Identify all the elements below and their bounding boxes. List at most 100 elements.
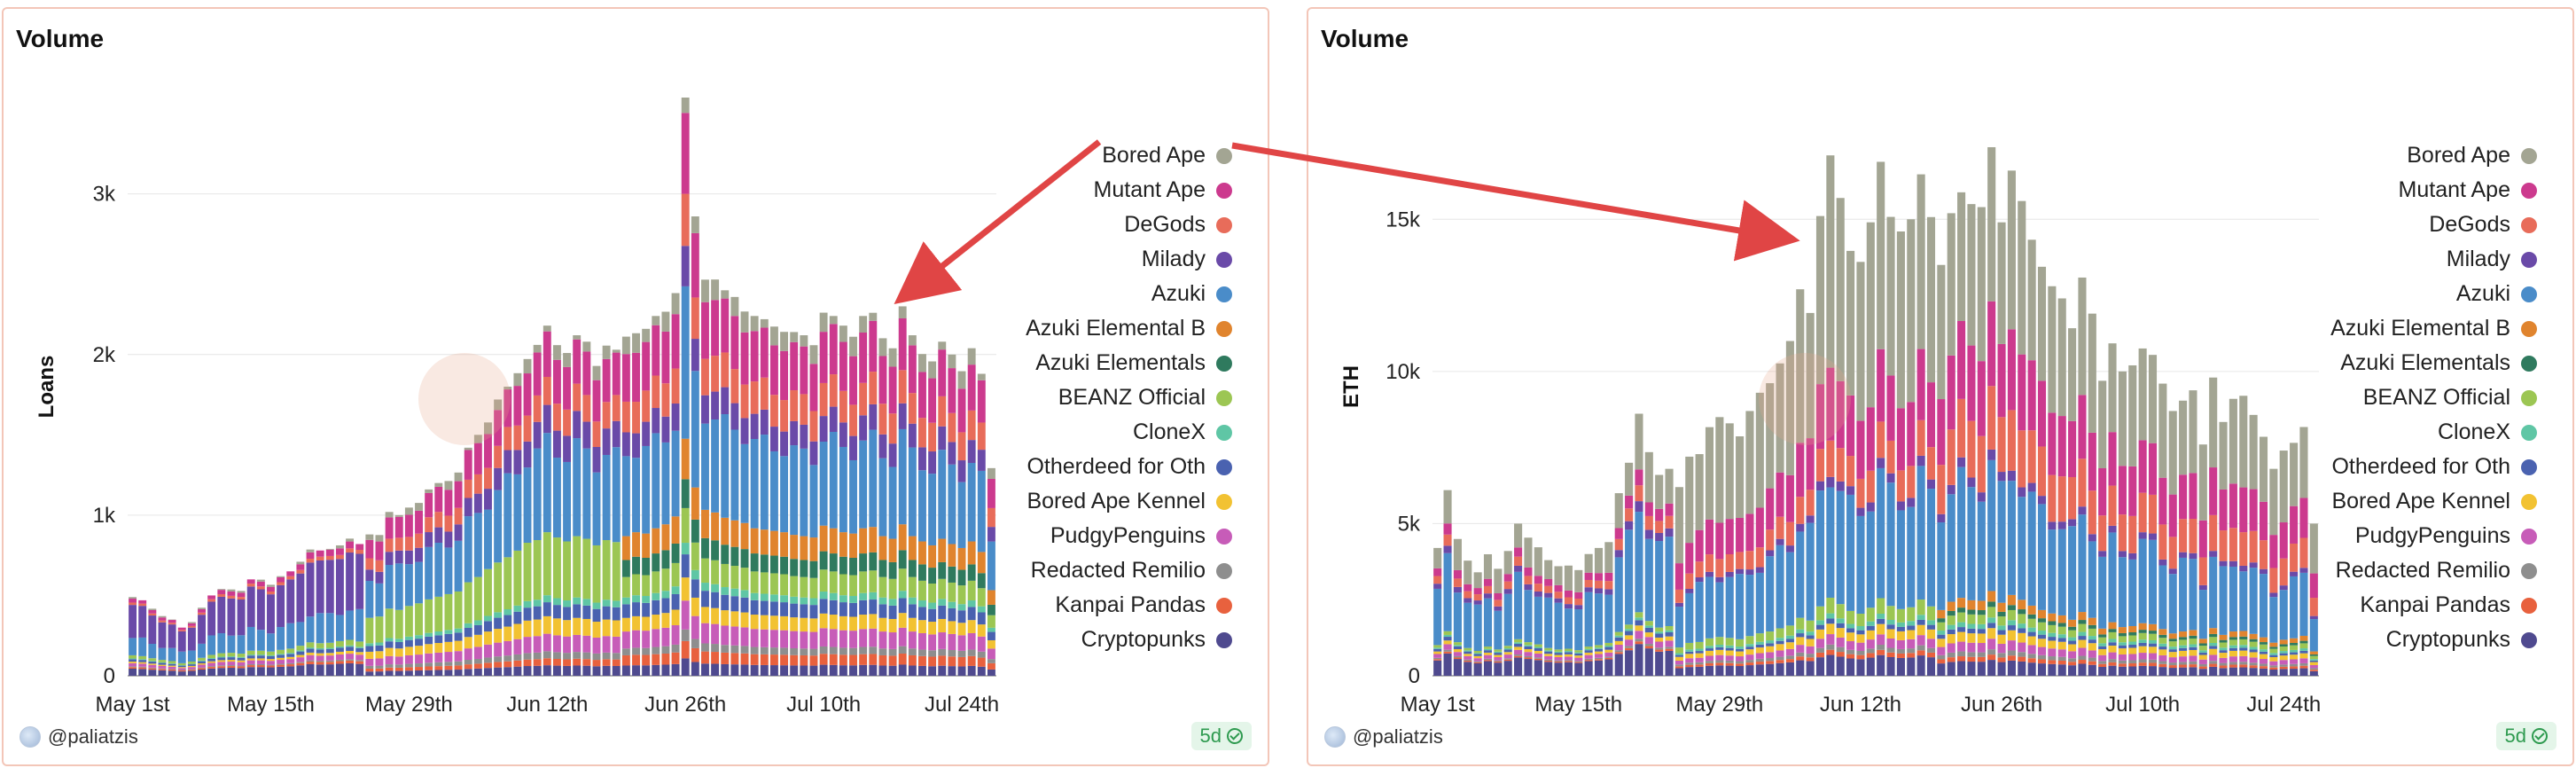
bar-segment-pudgypenguins[interactable] — [473, 647, 482, 659]
bar-segment-pudgypenguins[interactable] — [1957, 641, 1966, 652]
bar-segment-milady[interactable] — [375, 571, 384, 584]
bar-segment-otherdeed-for-oth[interactable] — [1625, 631, 1634, 636]
bar-segment-bored-ape[interactable] — [2048, 286, 2057, 413]
bar-segment-otherdeed-for-oth[interactable] — [2158, 647, 2167, 650]
bar-segment-pudgypenguins[interactable] — [621, 631, 630, 649]
bar-segment-azuki-elementals[interactable] — [819, 551, 828, 570]
bar-segment-milady[interactable] — [1635, 501, 1643, 513]
bar-segment-clonex[interactable] — [1584, 648, 1593, 651]
bar-segment-milady[interactable] — [316, 560, 324, 614]
bar-segment-bored-ape[interactable] — [1947, 213, 1955, 356]
bar-segment-azuki[interactable] — [2168, 574, 2177, 634]
bar-segment-redacted-remilio[interactable] — [306, 660, 315, 662]
bar-segment-otherdeed-for-oth[interactable] — [227, 657, 236, 661]
bar-segment-clonex[interactable] — [2148, 639, 2158, 644]
bar-segment-clonex[interactable] — [612, 600, 621, 607]
bar-segment-bored-ape-kennel[interactable] — [1524, 649, 1533, 653]
bar-segment-azuki[interactable] — [987, 541, 995, 591]
bar-segment-kanpai-pandas[interactable] — [1594, 659, 1604, 661]
bar-segment-redacted-remilio[interactable] — [809, 648, 818, 656]
bar-segment-clonex[interactable] — [780, 595, 789, 603]
bar-segment-redacted-remilio[interactable] — [335, 659, 344, 662]
bar-segment-degods[interactable] — [148, 613, 157, 616]
bar-segment-cryptopunks[interactable] — [701, 663, 709, 676]
bar-segment-azuki[interactable] — [148, 644, 157, 659]
bar-segment-kanpai-pandas[interactable] — [721, 652, 730, 664]
bar-segment-mutant-ape[interactable] — [790, 341, 799, 391]
bar-segment-pudgypenguins[interactable] — [750, 629, 759, 647]
bar-segment-degods[interactable] — [533, 395, 542, 422]
bar-segment-milady[interactable] — [1896, 501, 1905, 511]
bar-segment-bored-ape-kennel[interactable] — [928, 622, 937, 635]
bar-segment-degods[interactable] — [1997, 417, 2006, 473]
bar-segment-kanpai-pandas[interactable] — [1907, 653, 1916, 658]
bar-segment-beanz-official[interactable] — [2037, 622, 2047, 631]
bar-segment-cryptopunks[interactable] — [2057, 664, 2066, 676]
bar-segment-cryptopunks[interactable] — [1524, 659, 1533, 676]
bar-segment-pudgypenguins[interactable] — [2098, 654, 2107, 662]
bar-segment-degods[interactable] — [246, 584, 255, 587]
bar-segment-clonex[interactable] — [513, 605, 522, 612]
bar-segment-redacted-remilio[interactable] — [2189, 661, 2197, 665]
bar-segment-bored-ape-kennel[interactable] — [1644, 632, 1653, 638]
bar-segment-otherdeed-for-oth[interactable] — [760, 600, 769, 615]
bar-segment-redacted-remilio[interactable] — [2198, 663, 2207, 667]
bar-segment-clonex[interactable] — [681, 543, 690, 555]
bar-segment-mutant-ape[interactable] — [1937, 399, 1946, 466]
bar-segment-bored-ape-kennel[interactable] — [1836, 628, 1845, 638]
bar-segment-bored-ape[interactable] — [2259, 436, 2268, 502]
bar-segment-redacted-remilio[interactable] — [207, 666, 216, 668]
bar-segment-pudgypenguins[interactable] — [721, 625, 730, 646]
bar-segment-otherdeed-for-oth[interactable] — [543, 602, 551, 616]
bar-segment-otherdeed-for-oth[interactable] — [2048, 637, 2057, 641]
bar-segment-azuki-elementals[interactable] — [671, 543, 680, 563]
bar-segment-milady[interactable] — [138, 606, 147, 638]
bar-segment-beanz-official[interactable] — [494, 562, 503, 613]
bar-segment-pudgypenguins[interactable] — [1494, 657, 1503, 661]
bar-segment-clonex[interactable] — [375, 642, 384, 646]
bar-segment-beanz-official[interactable] — [1877, 598, 1885, 614]
bar-segment-clonex[interactable] — [1635, 617, 1643, 621]
bar-segment-pudgypenguins[interactable] — [2198, 659, 2207, 664]
bar-segment-beanz-official[interactable] — [1715, 637, 1724, 645]
bar-segment-pudgypenguins[interactable] — [513, 639, 522, 654]
bar-segment-otherdeed-for-oth[interactable] — [1655, 633, 1664, 638]
bar-segment-azuki-elemental-b[interactable] — [819, 525, 828, 552]
bar-segment-kanpai-pandas[interactable] — [1826, 649, 1835, 655]
bar-segment-mutant-ape[interactable] — [187, 623, 196, 626]
bar-segment-degods[interactable] — [1443, 534, 1452, 546]
bar-segment-redacted-remilio[interactable] — [267, 664, 275, 666]
bar-segment-azuki-elementals[interactable] — [977, 573, 986, 589]
bar-segment-cryptopunks[interactable] — [415, 670, 423, 676]
bar-segment-beanz-official[interactable] — [1755, 633, 1764, 642]
bar-segment-beanz-official[interactable] — [2148, 633, 2158, 640]
bar-segment-kanpai-pandas[interactable] — [2128, 663, 2137, 667]
bar-segment-clonex[interactable] — [1544, 650, 1553, 652]
bar-segment-otherdeed-for-oth[interactable] — [177, 665, 186, 668]
bar-segment-otherdeed-for-oth[interactable] — [306, 648, 315, 653]
bar-segment-cryptopunks[interactable] — [168, 670, 176, 676]
bar-segment-milady[interactable] — [2048, 521, 2057, 530]
bar-segment-milady[interactable] — [1957, 457, 1966, 467]
bar-segment-otherdeed-for-oth[interactable] — [434, 635, 443, 644]
bar-segment-kanpai-pandas[interactable] — [1896, 653, 1905, 658]
bar-segment-mutant-ape[interactable] — [246, 579, 255, 584]
bar-segment-degods[interactable] — [592, 421, 601, 447]
bar-segment-milady[interactable] — [434, 527, 443, 543]
legend-item-mutant-ape[interactable]: Mutant Ape — [1026, 173, 1232, 208]
bar-segment-azuki-elemental-b[interactable] — [780, 532, 789, 557]
bar-segment-bored-ape[interactable] — [1534, 547, 1542, 576]
bar-segment-azuki-elemental-b[interactable] — [2189, 630, 2197, 636]
bar-segment-mutant-ape[interactable] — [138, 600, 147, 604]
bar-segment-milady[interactable] — [977, 450, 986, 471]
bar-segment-azuki[interactable] — [2279, 590, 2288, 640]
bar-segment-degods[interactable] — [2279, 558, 2288, 586]
bar-segment-azuki-elementals[interactable] — [898, 550, 907, 569]
bar-segment-bored-ape[interactable] — [1473, 572, 1482, 589]
bar-segment-mutant-ape[interactable] — [346, 541, 355, 549]
legend-item-bored-ape[interactable]: Bored Ape — [1026, 138, 1232, 173]
bar-segment-bored-ape[interactable] — [444, 481, 453, 490]
bar-segment-pudgypenguins[interactable] — [1625, 639, 1634, 647]
bar-segment-bored-ape[interactable] — [592, 365, 601, 380]
bar-segment-clonex[interactable] — [957, 604, 966, 611]
